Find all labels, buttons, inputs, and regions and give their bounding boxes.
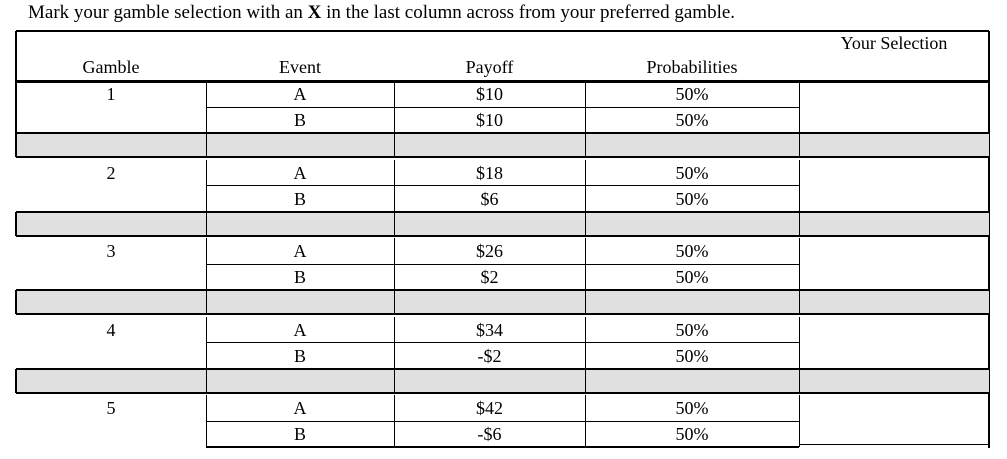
- separator-top-rule: [16, 289, 989, 291]
- header-bottom-border: [16, 79, 989, 83]
- payoff-cell: $26: [476, 241, 503, 261]
- event-cell: A: [293, 84, 307, 104]
- instruction-before: Mark your gamble selection with an: [28, 2, 308, 23]
- table-left-border: [15, 31, 17, 133]
- gamble-number: 1: [106, 84, 116, 104]
- probability-cell: 50%: [675, 424, 709, 444]
- separator-column-rule: [798, 368, 800, 393]
- event-cell: A: [293, 162, 307, 183]
- selection-column-rule: [798, 81, 800, 133]
- separator-column-rule: [798, 290, 800, 314]
- separator-left-rule: [15, 211, 17, 236]
- probability-cell: 50%: [675, 162, 709, 183]
- separator-column-rule: [798, 211, 800, 236]
- separator-column-rule: [205, 290, 207, 314]
- header-event: Event: [279, 57, 321, 77]
- instruction-text: Mark your gamble selection with an X in …: [28, 2, 735, 24]
- payoff-cell: $18: [476, 162, 503, 183]
- table-bottom-border: [206, 446, 799, 448]
- separator-band: [16, 368, 989, 393]
- selection-column-rule: [798, 238, 800, 290]
- payoff-cell: $34: [476, 319, 503, 340]
- gamble-number: 5: [106, 398, 116, 418]
- instruction-mark: X: [307, 2, 322, 23]
- separator-column-rule: [393, 211, 395, 236]
- selection-column-rule: [798, 395, 800, 447]
- instruction-after: in the last column across from your pref…: [321, 2, 736, 23]
- separator-band: [16, 290, 989, 314]
- gamble-number: 2: [106, 162, 116, 183]
- separator-bottom-rule: [16, 234, 989, 237]
- separator-left-rule: [15, 133, 17, 157]
- selection-cell[interactable]: [799, 332, 989, 376]
- header-probabilities: Probabilities: [646, 57, 738, 77]
- event-cell: A: [293, 398, 307, 418]
- separator-column-rule: [584, 133, 586, 157]
- probability-cell: 50%: [675, 84, 709, 104]
- selection-cell[interactable]: [799, 175, 989, 219]
- separator-bottom-rule: [16, 391, 989, 394]
- separator-top-rule: [16, 367, 989, 370]
- event-cell: B: [293, 188, 306, 209]
- separator-column-rule: [584, 290, 586, 314]
- probability-cell: 50%: [675, 188, 709, 209]
- event-row-rule: [206, 342, 799, 343]
- event-cell: A: [293, 319, 307, 340]
- payoff-cell: $6: [480, 188, 499, 209]
- payoff-cell: $10: [476, 110, 503, 130]
- event-cell: B: [293, 110, 306, 130]
- payoff-cell: -$2: [477, 345, 502, 366]
- separator-top-rule: [16, 210, 989, 213]
- separator-column-rule: [205, 368, 207, 393]
- separator-left-rule: [15, 290, 17, 314]
- event-cell: A: [293, 241, 307, 261]
- separator-band: [16, 211, 989, 236]
- event-row-rule: [206, 106, 799, 108]
- separator-column-rule: [798, 133, 800, 157]
- probability-cell: 50%: [675, 110, 709, 130]
- event-cell: B: [293, 424, 306, 444]
- separator-left-rule: [15, 368, 17, 393]
- event-cell: B: [293, 267, 306, 287]
- header-payoff: Payoff: [465, 57, 514, 77]
- payoff-cell: $2: [480, 267, 499, 287]
- event-row-rule: [206, 420, 799, 422]
- header-gamble: Gamble: [82, 57, 140, 77]
- probability-cell: 50%: [675, 398, 709, 418]
- separator-column-rule: [584, 211, 586, 236]
- separator-column-rule: [393, 290, 395, 314]
- separator-bottom-rule: [16, 156, 989, 158]
- event-row-rule: [206, 263, 799, 265]
- separator-top-rule: [16, 132, 989, 134]
- probability-cell: 50%: [675, 241, 709, 261]
- selection-column-rule: [798, 159, 800, 212]
- separator-column-rule: [393, 133, 395, 157]
- probability-cell: 50%: [675, 267, 709, 287]
- payoff-cell: $42: [476, 398, 503, 418]
- selection-cell[interactable]: [799, 96, 989, 140]
- separator-column-rule: [205, 133, 207, 157]
- event-cell: B: [293, 345, 306, 366]
- separator-column-rule: [584, 368, 586, 393]
- separator-bottom-rule: [16, 313, 989, 315]
- probability-cell: 50%: [675, 319, 709, 340]
- header-your-selection: Your Selection: [840, 33, 948, 53]
- gamble-number: 4: [106, 319, 116, 340]
- separator-column-rule: [393, 368, 395, 393]
- event-row-rule: [206, 185, 799, 186]
- selection-column-rule: [798, 316, 800, 369]
- separator-column-rule: [205, 211, 207, 236]
- payoff-cell: $10: [476, 84, 503, 104]
- selection-bottom-rule: [799, 443, 989, 445]
- selection-cell[interactable]: [799, 410, 989, 454]
- payoff-cell: -$6: [477, 424, 502, 444]
- probability-cell: 50%: [675, 345, 709, 366]
- selection-cell[interactable]: [799, 253, 989, 297]
- gamble-number: 3: [106, 241, 116, 261]
- table-top-border: [16, 30, 989, 32]
- separator-band: [16, 133, 989, 157]
- table-right-border: [988, 31, 990, 448]
